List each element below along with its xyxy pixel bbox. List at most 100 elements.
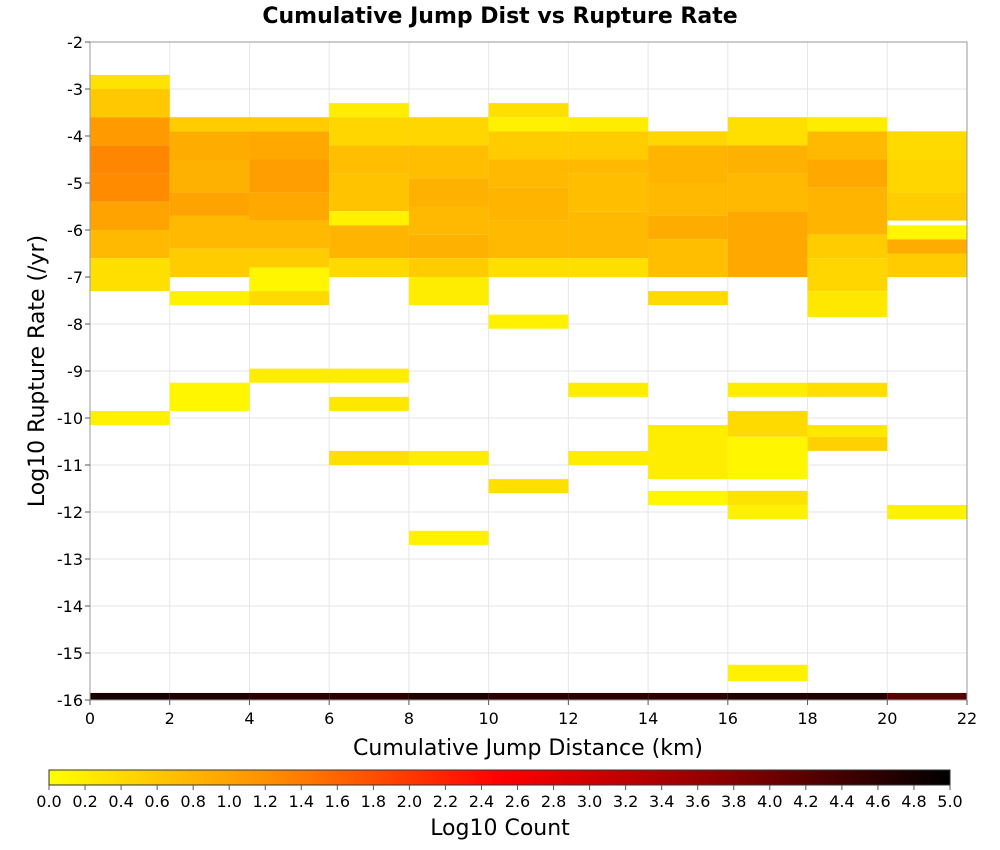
heatmap-cell	[807, 117, 888, 132]
heatmap-cell	[488, 103, 569, 118]
heatmap-cell	[249, 220, 330, 249]
heatmap-cell	[488, 220, 569, 259]
heatmap-cell	[568, 173, 649, 212]
heatmap-cell	[727, 410, 808, 437]
heatmap-cell	[90, 117, 170, 146]
y-tick-label: -12	[57, 503, 83, 522]
heatmap-cell	[169, 248, 250, 277]
heatmap-cell	[169, 192, 250, 216]
heatmap-cell	[887, 225, 967, 240]
x-tick-label: 4	[244, 709, 254, 728]
heatmap-cell	[169, 215, 250, 249]
heatmap-cell	[727, 664, 808, 682]
heatmap-cell	[408, 530, 489, 545]
colorbar-tick-label: 1.4	[289, 792, 314, 811]
heatmap-cell	[488, 117, 569, 132]
heatmap-cell	[90, 74, 170, 89]
colorbar-tick-label: 3.2	[613, 792, 638, 811]
heatmap-cell	[408, 234, 489, 259]
heatmap-cell	[488, 479, 569, 494]
heatmap-cell	[408, 450, 489, 465]
colorbar-tick-label: 2.8	[541, 792, 566, 811]
x-tick-label: 10	[478, 709, 498, 728]
heatmap-cell	[727, 692, 808, 700]
heatmap-cell	[568, 258, 649, 277]
heatmap-cell	[727, 230, 808, 277]
x-tick-label: 18	[797, 709, 817, 728]
y-tick-label: -14	[57, 597, 83, 616]
colorbar-tick-label: 3.0	[577, 792, 602, 811]
heatmap-cell	[648, 145, 728, 183]
heatmap-cell	[408, 692, 489, 700]
x-tick-label: 8	[404, 709, 414, 728]
colorbar-tick-label: 3.4	[649, 792, 674, 811]
colorbar-tick-label: 0.0	[36, 792, 61, 811]
heatmap-cell	[727, 211, 808, 230]
heatmap-cell	[408, 117, 489, 146]
y-tick-label: -9	[67, 362, 83, 381]
y-tick-label: -8	[67, 315, 83, 334]
colorbar-tick-label: 0.6	[144, 792, 169, 811]
colorbar-tick-label: 3.6	[685, 792, 710, 811]
heatmap-cell	[90, 201, 170, 230]
heatmap-cell	[727, 436, 808, 480]
y-tick-label: -15	[57, 644, 83, 663]
heatmap-cell	[648, 215, 728, 240]
x-tick-label: 6	[324, 709, 334, 728]
heatmap-cell	[408, 178, 489, 207]
colorbar-ticks: 0.0 0.2 0.4 0.6 0.8 1.0 1.2 1.4 1.6 1.8 2.0 2.2 2.4 2…	[36, 785, 963, 811]
heatmap-cell	[568, 450, 649, 465]
heatmap-cell	[568, 131, 649, 160]
x-tick-label: 22	[957, 709, 977, 728]
heatmap-cell	[807, 258, 888, 292]
heatmap-cell	[887, 253, 967, 277]
heatmap-cell	[329, 396, 409, 411]
colorbar	[48, 769, 951, 786]
chart-title: Cumulative Jump Dist vs Rupture Rate	[262, 4, 737, 29]
heatmap-cell	[329, 368, 409, 383]
heatmap-cell	[408, 277, 489, 306]
heatmap-cell	[90, 692, 170, 700]
heatmap-cell	[807, 382, 888, 397]
heatmap-cell	[568, 117, 649, 132]
colorbar-tick-label: 4.4	[829, 792, 854, 811]
heatmap-cell	[329, 692, 409, 700]
x-tick-label: 14	[638, 709, 658, 728]
heatmap-cells	[90, 74, 967, 700]
x-tick-label: 16	[718, 709, 738, 728]
colorbar-tick-label: 4.2	[793, 792, 818, 811]
y-tick-label: -5	[67, 174, 83, 193]
heatmap-cell	[90, 258, 170, 292]
heatmap-cell	[807, 234, 888, 259]
heatmap-cell	[90, 230, 170, 259]
heatmap-cell	[249, 368, 330, 383]
colorbar-tick-label: 2.0	[397, 792, 422, 811]
heatmap-cell	[807, 159, 888, 188]
heatmap-cell	[887, 131, 967, 160]
heatmap-cell	[807, 425, 888, 437]
heatmap-cell	[329, 173, 409, 212]
x-axis-label: Cumulative Jump Distance (km)	[353, 736, 703, 761]
heatmap-cell	[169, 692, 250, 700]
colorbar-tick-label: 5.0	[937, 792, 962, 811]
heatmap-cell	[727, 490, 808, 505]
heatmap-cell	[169, 159, 250, 193]
y-tick-label: -11	[57, 456, 83, 475]
heatmap-cell	[568, 159, 649, 174]
y-axis-ticks: -2 -3 -4 -5 -6 -7 -8 -9 -10 -11 -12 -13 -14 -15 -16	[57, 33, 90, 710]
y-tick-label: -10	[57, 409, 83, 428]
y-tick-label: -16	[57, 691, 83, 710]
heatmap-cell	[329, 145, 409, 174]
colorbar-tick-label: 2.2	[433, 792, 458, 811]
heatmap-cell	[90, 173, 170, 202]
y-tick-label: -7	[67, 268, 83, 287]
heatmap-cell	[887, 192, 967, 221]
heatmap-cell	[249, 692, 330, 700]
x-tick-label: 2	[165, 709, 175, 728]
heatmap-cell	[329, 225, 409, 259]
colorbar-tick-label: 1.2	[253, 792, 278, 811]
heatmap-cell	[408, 258, 489, 277]
heatmap-cell	[249, 248, 330, 268]
heatmap-cell	[727, 145, 808, 174]
